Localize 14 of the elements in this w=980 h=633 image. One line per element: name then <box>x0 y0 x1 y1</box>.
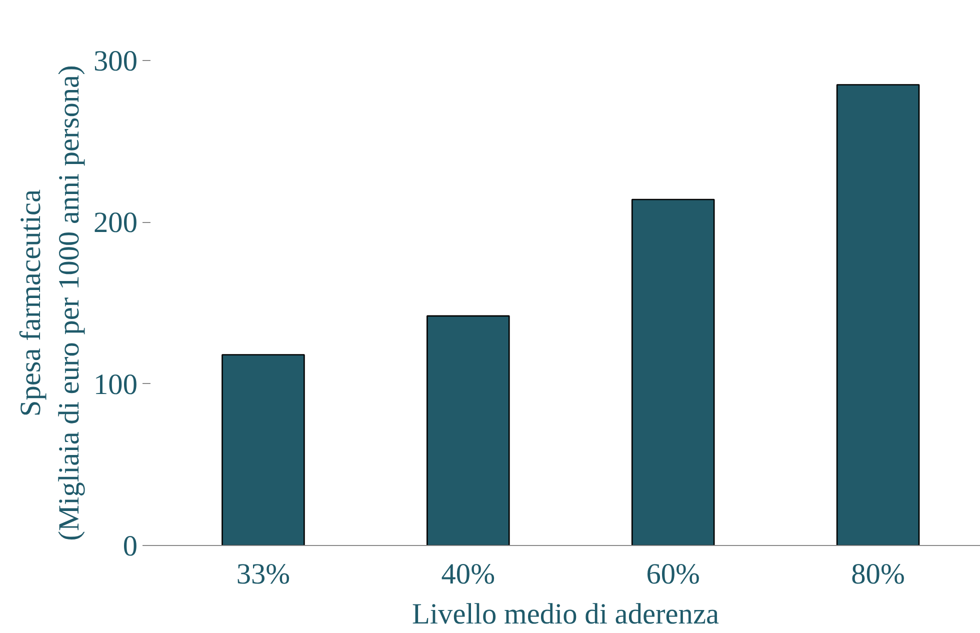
y-tick-label: 100 <box>94 368 138 401</box>
x-axis-title: Livello medio di aderenza <box>412 598 720 630</box>
y-axis-title: Spesa farmaceutica (Migliaia di euro per 1000 anni persona) <box>15 65 86 541</box>
bar <box>222 354 305 546</box>
x-tick-label: 40% <box>441 558 496 590</box>
x-tick-label: 33% <box>236 558 290 590</box>
bar <box>426 315 510 546</box>
y-tick-label: 0 <box>122 530 138 562</box>
x-tick-label: 60% <box>646 558 700 590</box>
y-tick-label: 300 <box>94 46 138 78</box>
bar <box>836 84 920 546</box>
bar <box>631 198 715 546</box>
x-tick-label: 80% <box>851 558 905 590</box>
y-tick-label: 200 <box>94 207 138 240</box>
